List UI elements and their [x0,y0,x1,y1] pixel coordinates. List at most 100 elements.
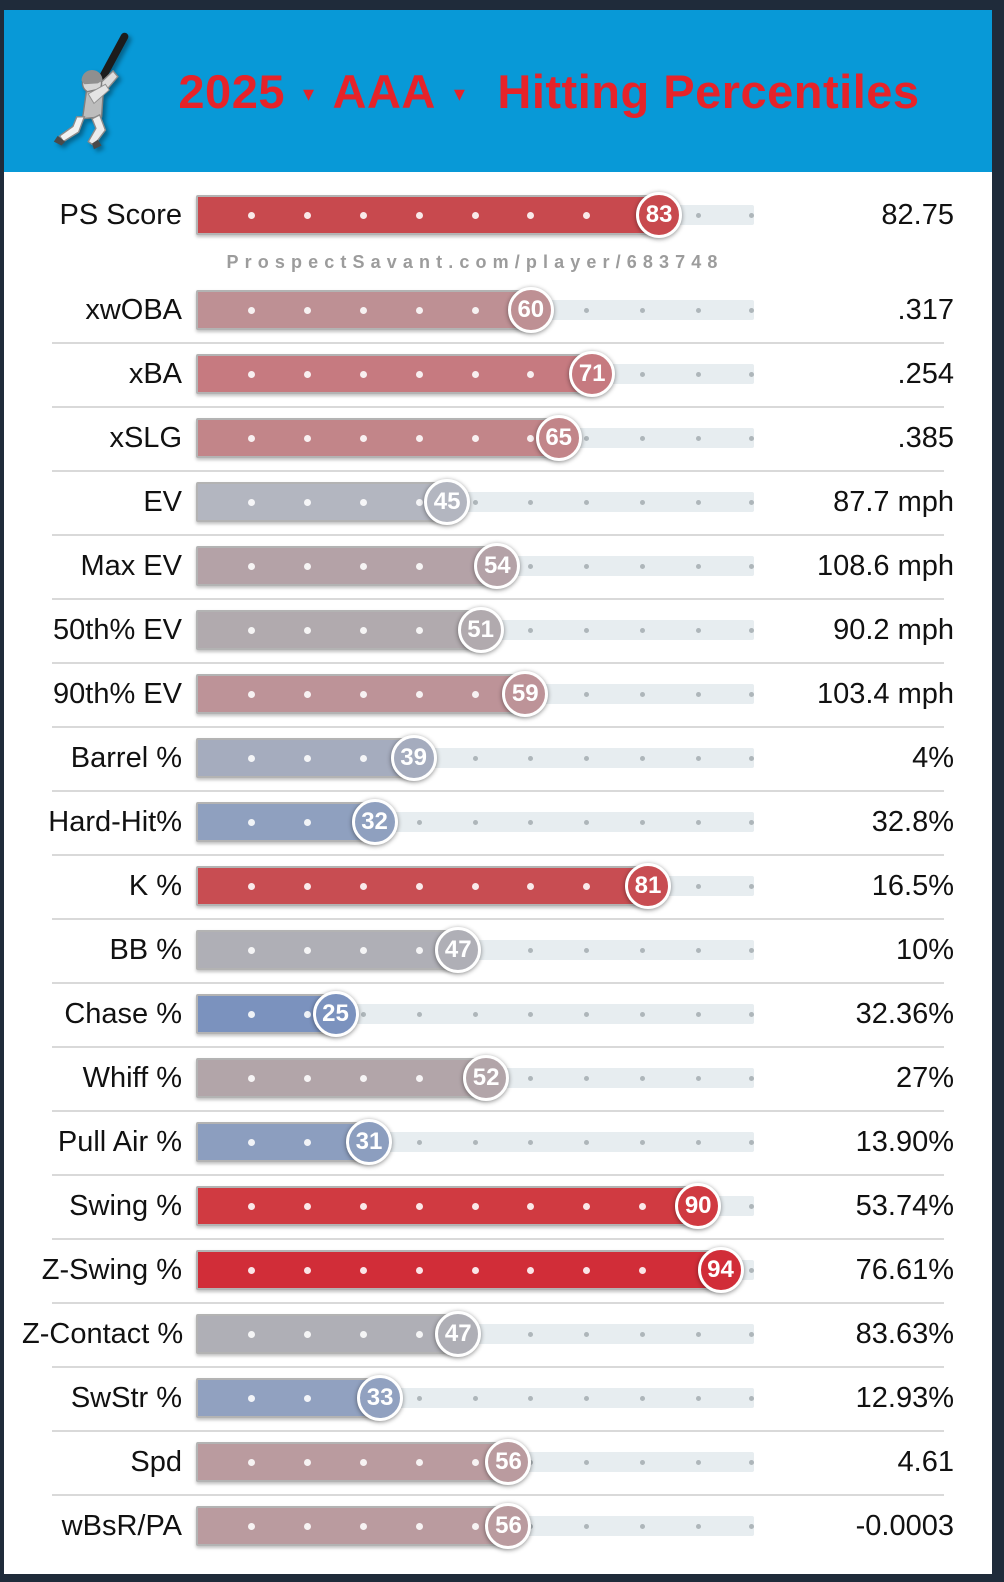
bar-tick-dot [248,1522,256,1530]
bar-tick-dot [248,946,256,954]
bar-tick-dot [304,1138,312,1146]
metric-label: Max EV [80,549,182,582]
track-tick-dot [639,1331,645,1337]
track-tick-dot [472,1011,478,1017]
track-tick-dot [416,1011,422,1017]
track-tick-dot [749,212,754,218]
track-tick-dot [584,755,590,761]
metric-value: 10% [895,933,954,966]
percentile-row: Pull Air % 31 13.90% [4,1110,992,1174]
bar-tick-dot [248,306,256,314]
track-tick-dot [416,819,422,825]
bar-tick-dot [304,306,312,314]
bar-tick-dot [304,1522,312,1530]
bar-tick-dot [248,626,256,634]
year-caret-icon[interactable]: ▾ [302,81,315,106]
track-tick-dot [639,563,645,569]
bar-tick-dot [248,882,256,890]
percentile-marker: 45 [424,479,471,525]
bar-fill [196,482,448,522]
bar-fill [196,994,336,1034]
percentile-marker: 32 [351,799,398,845]
bar-tick-dot [248,690,256,698]
bar-tick-dot [471,1458,479,1466]
track-tick-dot [749,1011,754,1017]
track-tick-dot [639,371,645,377]
percentile-bar: 47 [196,1302,754,1366]
metric-value: .385 [897,421,954,454]
bar-tick-dot [359,562,367,570]
metric-value: 87.7 mph [833,485,954,518]
track-tick-dot [639,435,645,441]
bar-fill [196,1186,699,1226]
percentile-marker: 39 [390,735,437,781]
bar-tick-dot [415,1202,423,1210]
percentile-row: Chase % 25 32.36% [4,982,992,1046]
bar-tick-dot [248,370,256,378]
track-tick-dot [472,1139,478,1145]
percentile-row: Swing % 90 53.74% [4,1174,992,1238]
bar-tick-dot [248,1010,256,1018]
track-tick-dot [749,755,754,761]
bar-tick-dot [583,882,591,890]
metric-label: BB % [109,933,182,966]
track-tick-dot [695,1523,701,1529]
track-tick-dot [695,499,701,505]
bar-tick-dot [304,434,312,442]
track-tick-dot [639,1395,645,1401]
track-tick-dot [695,1075,701,1081]
bar-tick-dot [471,1266,479,1274]
track-tick-dot [528,947,534,953]
track-tick-dot [749,1139,754,1145]
bar-tick-dot [527,211,535,219]
bar-tick-dot [583,1202,591,1210]
bar-tick-dot [415,1266,423,1274]
bar-fill [196,1442,509,1482]
metric-value: 82.75 [881,198,954,231]
percentile-row: 50th% EV 51 90.2 mph [4,598,992,662]
track-tick-dot [749,691,754,697]
percentile-bar: 47 [196,918,754,982]
bar-tick-dot [471,882,479,890]
metric-label: EV [143,485,182,518]
bar-tick-dot [415,1458,423,1466]
bar-tick-dot [304,882,312,890]
bar-tick-dot [527,882,535,890]
bar-tick-dot [304,1330,312,1338]
percentile-bar: 65 [196,406,754,470]
metric-label: Z-Contact % [22,1317,184,1350]
track-tick-dot [416,1139,422,1145]
percentile-row: Spd 56 4.61 [4,1430,992,1494]
bar-tick-dot [304,211,312,219]
track-tick-dot [749,371,754,377]
level-dropdown[interactable]: AAA [332,64,436,118]
track-tick-dot [695,1459,701,1465]
bar-tick-dot [304,690,312,698]
bar-tick-dot [359,1074,367,1082]
track-tick-dot [528,819,534,825]
metric-value: .254 [897,357,954,390]
track-tick-dot [528,499,534,505]
track-tick-dot [695,1139,701,1145]
bar-tick-dot [304,498,312,506]
metric-label: Whiff % [82,1061,182,1094]
year-dropdown[interactable]: 2025 [178,64,285,118]
bar-tick-dot [527,370,535,378]
percentile-row: Z-Contact % 47 83.63% [4,1302,992,1366]
bar-tick-dot [304,1202,312,1210]
bar-fill [196,1506,509,1546]
percentile-marker: 83 [636,192,683,238]
percentile-marker: 47 [435,927,482,973]
level-caret-icon[interactable]: ▾ [453,81,466,106]
percentile-bar: 54 [196,534,754,598]
percentile-bar: 71 [196,342,754,406]
track-tick-dot [749,1523,754,1529]
watermark-row: ProspectSavant.com/player/683748 [4,252,992,278]
track-tick-dot [639,1139,645,1145]
bar-tick-dot [304,370,312,378]
bar-tick-dot [304,1010,312,1018]
percentile-marker: 56 [485,1503,532,1549]
track-tick-dot [528,755,534,761]
percentile-marker: 33 [357,1375,404,1421]
bar-tick-dot [359,370,367,378]
